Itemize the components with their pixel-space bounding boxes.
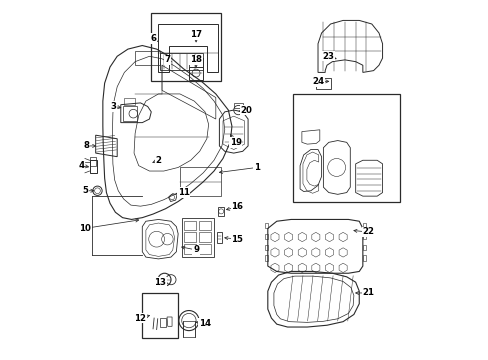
Bar <box>198 221 210 230</box>
Text: 16: 16 <box>231 202 243 211</box>
Bar <box>122 107 137 121</box>
Text: 1: 1 <box>254 163 260 172</box>
Bar <box>183 320 195 337</box>
Text: 5: 5 <box>82 186 88 195</box>
Text: 13: 13 <box>154 278 166 287</box>
Text: 10: 10 <box>79 224 91 233</box>
Bar <box>198 244 210 253</box>
Text: 3: 3 <box>110 102 116 111</box>
Text: 14: 14 <box>199 319 211 328</box>
Text: 8: 8 <box>83 141 89 150</box>
Bar <box>183 244 195 253</box>
Bar <box>363 244 366 250</box>
Bar <box>183 232 195 242</box>
Text: 6: 6 <box>150 34 156 43</box>
Text: 2: 2 <box>155 156 161 165</box>
Text: 24: 24 <box>311 77 324 86</box>
Text: 4: 4 <box>78 161 84 170</box>
Bar <box>265 234 267 239</box>
Bar <box>292 94 400 202</box>
Text: 7: 7 <box>164 55 170 64</box>
Bar <box>265 223 267 228</box>
Text: 12: 12 <box>134 314 146 323</box>
Bar <box>180 167 221 196</box>
Text: 15: 15 <box>231 235 243 244</box>
Text: 19: 19 <box>229 138 241 147</box>
Bar <box>363 223 366 228</box>
Text: 9: 9 <box>193 246 199 255</box>
Bar <box>265 244 267 250</box>
Text: 21: 21 <box>362 288 373 297</box>
Text: 17: 17 <box>190 30 202 39</box>
Bar <box>265 255 267 261</box>
Text: 11: 11 <box>177 188 189 197</box>
Text: 23: 23 <box>322 52 334 61</box>
Bar <box>142 293 178 338</box>
Bar <box>363 234 366 239</box>
Text: 18: 18 <box>190 55 202 64</box>
Bar <box>363 255 366 261</box>
Bar <box>183 221 195 230</box>
Text: 20: 20 <box>240 105 252 114</box>
Bar <box>198 232 210 242</box>
Bar <box>124 98 135 105</box>
Bar <box>151 13 221 81</box>
Text: 22: 22 <box>362 228 373 237</box>
